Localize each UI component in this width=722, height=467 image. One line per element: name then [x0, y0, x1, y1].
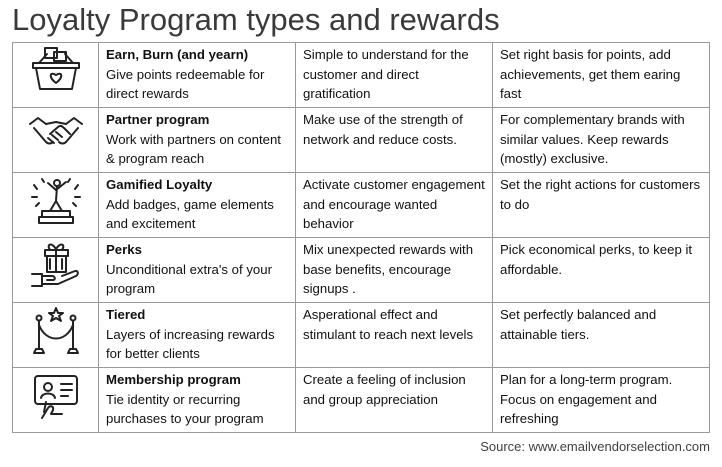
program-type-description: Give points redeemable for direct reward… [106, 66, 265, 102]
program-type-name: Gamified Loyalty [106, 177, 213, 192]
program-type-name: Earn, Burn (and yearn) [106, 47, 249, 62]
source-credit: Source: www.emailvendorselection.com [480, 439, 710, 454]
program-type-description: Add badges, game elements and excitement [106, 196, 274, 232]
table-row: Earn, Burn (and yearn) Give points redee… [12, 42, 710, 108]
program-type-description: Tie identity or recurring purchases to y… [106, 391, 264, 427]
table-row: Perks Unconditional extra's of your prog… [12, 237, 710, 303]
icon-cell [12, 237, 99, 303]
tip-cell: Pick economical perks, to keep it afford… [492, 237, 710, 303]
benefit-cell: Activate customer engagement and encoura… [295, 172, 493, 238]
program-type-name: Perks [106, 242, 142, 257]
icon-cell [12, 42, 99, 108]
program-type-description: Layers of increasing rewards for better … [106, 326, 275, 362]
tip-cell: Set perfectly balanced and attainable ti… [492, 302, 710, 368]
program-type-description: Work with partners on content & program … [106, 131, 281, 167]
membership-card-icon [33, 375, 78, 419]
page-title: Loyalty Program types and rewards [12, 2, 500, 37]
tip-cell: Set the right actions for customers to d… [492, 172, 710, 238]
shopping-basket-icon [31, 47, 80, 90]
icon-cell [12, 107, 99, 173]
tip-cell: Set right basis for points, add achievem… [492, 42, 710, 108]
table-row: Membership program Tie identity or recur… [12, 367, 710, 433]
celebration-trophy-icon [30, 178, 81, 224]
tip-cell: Plan for a long-term program. Focus on e… [492, 367, 710, 433]
benefit-cell: Simple to understand for the customer an… [295, 42, 493, 108]
table-row: Gamified Loyalty Add badges, game elemen… [12, 172, 710, 238]
icon-cell [12, 367, 99, 433]
table-row: Partner program Work with partners on co… [12, 107, 710, 173]
tip-cell: For complementary brands with similar va… [492, 107, 710, 173]
benefit-cell: Asperational effect and stimulant to rea… [295, 302, 493, 368]
icon-cell [12, 302, 99, 368]
program-type-name: Tiered [106, 307, 146, 322]
loyalty-program-table: Earn, Burn (and yearn) Give points redee… [12, 42, 710, 433]
handshake-icon [28, 117, 83, 145]
program-type-name: Partner program [106, 112, 210, 127]
icon-cell [12, 172, 99, 238]
program-type-description: Unconditional extra's of your program [106, 261, 272, 297]
benefit-cell: Mix unexpected rewards with base benefit… [295, 237, 493, 303]
gift-hand-icon [30, 243, 79, 287]
table-row: Tiered Layers of increasing rewards for … [12, 302, 710, 368]
vip-rope-icon [32, 307, 79, 354]
program-type-name: Membership program [106, 372, 241, 387]
benefit-cell: Create a feeling of inclusion and group … [295, 367, 493, 433]
benefit-cell: Make use of the strength of network and … [295, 107, 493, 173]
